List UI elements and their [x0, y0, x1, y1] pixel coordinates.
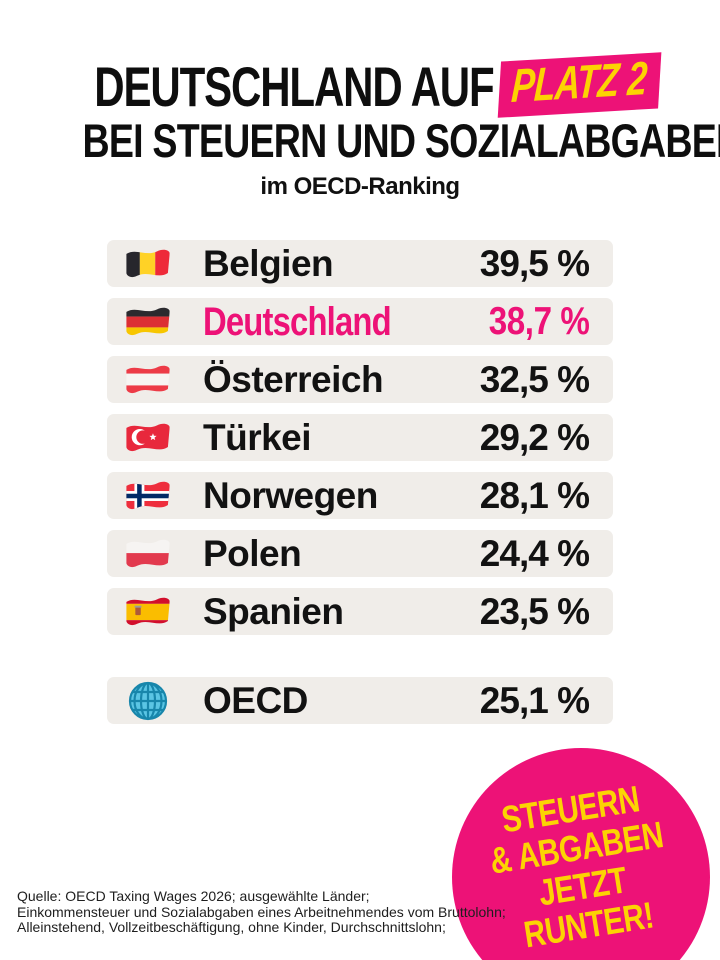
title-line1: DEUTSCHLAND AUF PLATZ 2	[94, 51, 662, 118]
country-label: OECD	[203, 679, 308, 721]
percent-value: 28,1 %	[479, 474, 590, 516]
percent-value: 39,5 %	[479, 242, 590, 284]
source-line: Alleinstehend, Vollzeitbeschäftigung, oh…	[17, 919, 446, 935]
ranking-row-austria: Österreich 32,5 %	[107, 356, 613, 403]
country-label: Deutschland	[203, 299, 392, 344]
title-text: DEUTSCHLAND AUF	[94, 55, 494, 118]
ranking-row-norway: Norwegen 28,1 %	[107, 472, 613, 519]
poland-flag-icon	[126, 539, 170, 567]
source-note: Quelle: OECD Taxing Wages 2026; ausgewäh…	[17, 888, 506, 936]
platz-2-badge: PLATZ 2	[497, 50, 662, 118]
country-label: Belgien	[203, 242, 334, 284]
country-label: Norwegen	[203, 474, 378, 516]
source-line: Einkommensteuer und Sozialabgaben eines …	[17, 903, 506, 920]
source-line: Quelle: OECD Taxing Wages 2026; ausgewäh…	[17, 888, 370, 904]
ranking-list: Belgien 39,5 % Deutschland 38,7 %	[107, 240, 613, 735]
percent-value: 29,2 %	[479, 416, 590, 458]
ranking-row-germany: Deutschland 38,7 %	[107, 298, 613, 345]
percent-value: 32,5 %	[479, 358, 590, 400]
percent-value: 24,4 %	[479, 532, 590, 574]
ranking-row-oecd: OECD 25,1 %	[107, 677, 613, 724]
platz-2-badge-label: PLATZ 2	[510, 50, 649, 113]
percent-value: 23,5 %	[479, 590, 590, 632]
ranking-row-poland: Polen 24,4 %	[107, 530, 613, 577]
percent-value: 25,1 %	[479, 679, 590, 721]
belgium-flag-icon	[126, 249, 170, 277]
country-label: Österreich	[203, 358, 384, 400]
ranking-row-turkey: Türkei 29,2 %	[107, 414, 613, 461]
norway-flag-icon	[126, 481, 170, 509]
ranking-row-spain: Spanien 23,5 %	[107, 588, 613, 635]
country-label: Türkei	[203, 416, 312, 458]
austria-flag-icon	[126, 365, 170, 393]
ranking-row-belgium: Belgien 39,5 %	[107, 240, 613, 287]
header: DEUTSCHLAND AUF PLATZ 2 BEI STEUERN UND …	[0, 51, 720, 201]
percent-value: 38,7 %	[488, 299, 589, 343]
subtitle: im OECD-Ranking	[260, 173, 460, 200]
call-to-action-stamp: STEUERN & ABGABEN JETZT RUNTER!	[452, 748, 710, 960]
country-label: Spanien	[203, 590, 344, 632]
turkey-flag-icon	[126, 423, 170, 451]
globe-icon	[128, 681, 168, 720]
stamp-text: STEUERN & ABGABEN JETZT RUNTER!	[481, 776, 678, 957]
country-label: Polen	[203, 532, 302, 574]
spain-flag-icon	[126, 597, 170, 625]
title-line2: BEI STEUERN UND SOZIALABGABEN	[82, 114, 720, 167]
germany-flag-icon	[126, 307, 170, 335]
